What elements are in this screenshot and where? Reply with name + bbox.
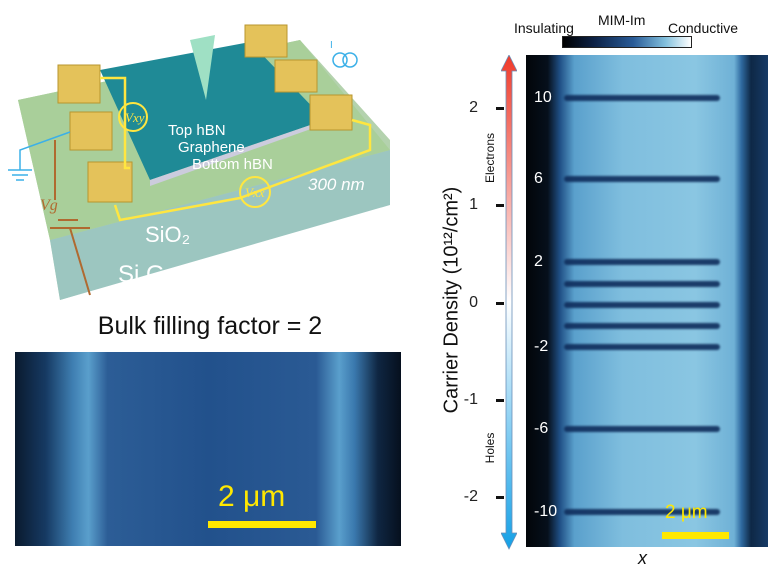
y-tick-label: 2 <box>469 99 478 116</box>
vxx-label: Vxx <box>245 185 265 200</box>
layer-graphene: Graphene <box>178 139 245 156</box>
y-tick-label: -1 <box>463 390 478 408</box>
band-label: 6 <box>534 170 543 187</box>
landau-level-band <box>564 95 720 101</box>
layer-bottom-hbn: Bottom hBN <box>192 156 273 173</box>
landau-level-band <box>564 176 720 182</box>
landau-level-band <box>564 281 720 287</box>
si-gate-label: Si Gate <box>118 261 198 288</box>
landau-level-band <box>564 344 720 350</box>
band-label: -2 <box>534 338 549 355</box>
band-label: -10 <box>534 503 558 520</box>
holes-label: Holes <box>483 432 497 464</box>
y-tick <box>496 398 504 402</box>
colorbar-low-label: Insulating <box>514 20 574 36</box>
bulk-title: Bulk filling factor = 2 <box>97 312 323 340</box>
colorbar <box>562 36 692 48</box>
map-scale-label: 2 μm <box>665 502 708 523</box>
bulk-mim-image <box>15 352 401 546</box>
colorbar-high-label: Conductive <box>668 20 739 36</box>
density-arrow-icon <box>501 55 517 550</box>
thickness-label: 300 nm <box>308 175 365 194</box>
y-tick-label: 0 <box>469 293 478 311</box>
x-axis-label: x <box>638 548 647 568</box>
y-tick-label: 1 <box>469 196 478 214</box>
y-tick <box>496 496 504 500</box>
landau-level-band <box>564 426 720 432</box>
landau-level-band <box>564 323 720 329</box>
map-scale-bar <box>662 532 729 539</box>
bulk-scale-bar <box>208 521 316 528</box>
y-tick <box>496 301 504 305</box>
colorbar-title: MIM-Im <box>598 12 646 28</box>
landau-level-band <box>564 509 720 515</box>
band-label: 10 <box>534 89 552 106</box>
y-tick-label: -2 <box>463 488 478 506</box>
vg-label: Vg <box>40 197 58 214</box>
band-label: -6 <box>534 420 549 437</box>
sio2-label: SiO₂ <box>145 222 190 247</box>
mim-density-map: 10 6 2 -2 -6 -10 <box>526 55 768 547</box>
y-tick <box>496 204 504 208</box>
device-schematic: Vxy Vxx Top hBN Graphene Bottom hBN 300 … <box>8 24 390 300</box>
electrons-label: Electrons <box>483 132 497 184</box>
landau-level-band <box>564 302 720 308</box>
y-axis-label: Carrier Density (10¹²/cm²) <box>440 186 463 414</box>
band-label: 2 <box>534 253 543 270</box>
vxy-label: Vxy <box>125 110 145 125</box>
bulk-scale-label: 2 μm <box>218 480 286 513</box>
y-tick <box>496 107 504 110</box>
landau-level-band <box>564 259 720 265</box>
current-label: I <box>330 40 333 51</box>
layer-top-hbn: Top hBN <box>168 122 226 139</box>
